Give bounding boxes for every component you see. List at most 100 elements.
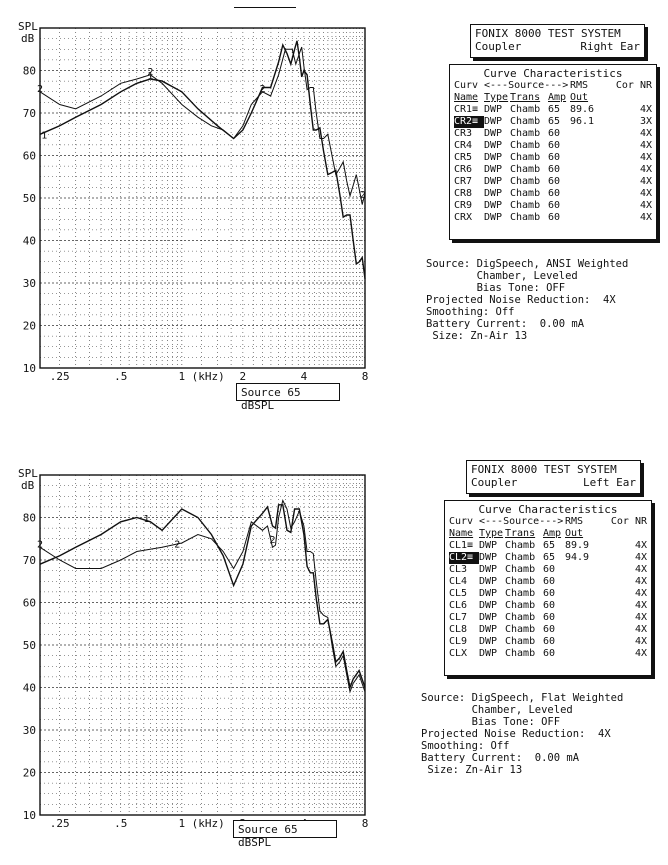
info-line: Chamber, Leveled — [421, 704, 573, 716]
series-label-2: 2 — [360, 190, 366, 201]
table-row: CL2≡ DWP Chamb 65 94.9 4X — [449, 552, 647, 564]
source-label-left: Source 65 dBSPL — [233, 820, 337, 849]
table-cell: 60 — [543, 576, 556, 587]
table-cell: Chamb — [510, 128, 541, 139]
table-cell: 4X — [639, 140, 652, 151]
table-cell — [565, 576, 599, 588]
y-tick-label: 80 — [23, 512, 36, 525]
series-label-2: 2 — [260, 84, 266, 95]
table-cell: 89.6 — [570, 104, 595, 115]
y-tick-label: 50 — [23, 639, 36, 652]
info-line: Battery Current: 0.00 mA — [426, 318, 585, 330]
table-cell: CL1≡ — [449, 540, 474, 551]
table-cell: Chamb — [505, 576, 536, 587]
table-row: CRX DWP Chamb 60 4X — [454, 212, 652, 224]
table-row: CR4 DWP Chamb 60 4X — [454, 140, 652, 152]
table-head-cell: Type — [479, 528, 504, 539]
x-tick-label: .25 — [50, 370, 70, 383]
table-cell: Chamb — [510, 164, 541, 175]
table-row: CL1≡ DWP Chamb 65 89.9 4X — [449, 540, 647, 552]
table-cell: Chamb — [505, 612, 536, 623]
table-cell: DWP — [484, 104, 503, 115]
table-cell: DWP — [479, 612, 498, 623]
plot-frame — [39, 474, 366, 816]
table-row: CL5 DWP Chamb 60 4X — [449, 588, 647, 600]
table-row: CR3 DWP Chamb 60 4X — [454, 128, 652, 140]
table-cell: Chamb — [505, 624, 536, 635]
table-cell: Chamb — [505, 564, 536, 575]
series-line-2 — [39, 46, 366, 205]
x-axis-label: (kHz) — [192, 817, 225, 830]
table-cell: 60 — [548, 164, 561, 175]
table-cell: Chamb — [505, 600, 536, 611]
table-cell: CL2≡ — [449, 552, 479, 564]
table-cell: CL5 — [449, 588, 468, 599]
table-row: CR2≡ DWP Chamb 65 96.1 3X — [454, 116, 652, 128]
series-line-2 — [39, 499, 366, 694]
table-cell: 3X — [639, 116, 652, 127]
table-cell: Chamb — [505, 636, 536, 647]
table-cell: 4X — [639, 212, 652, 223]
y-tick-label: 30 — [23, 277, 36, 290]
series-line-1 — [39, 504, 366, 691]
table-row: CR8 DWP Chamb 60 4X — [454, 188, 652, 200]
table-cell: DWP — [484, 128, 503, 139]
table-title: Curve Characteristics — [478, 503, 618, 516]
y-tick-label: 50 — [23, 192, 36, 205]
table-cell: DWP — [479, 576, 498, 587]
table-cell: DWP — [479, 564, 498, 575]
series-label-1: 1 — [143, 514, 149, 525]
table-head-cell: Trans — [510, 92, 541, 103]
x-tick-label: 1 — [178, 370, 185, 383]
table-head-2: Name Type Trans Amp Out — [449, 528, 647, 540]
table-head-cell: <---Source---> — [484, 80, 569, 91]
header-box-left: FONIX 8000 TEST SYSTEM Coupler Left Ear — [466, 460, 641, 494]
table-cell: 4X — [634, 588, 647, 599]
table-cell: DWP — [479, 588, 498, 599]
table-cell: Chamb — [510, 200, 541, 211]
table-head-cell: Trans — [505, 528, 536, 539]
table-cell — [570, 212, 604, 224]
table-cell — [565, 612, 599, 624]
table-cell — [565, 600, 599, 612]
table-cell: DWP — [484, 164, 503, 175]
info-line: Smoothing: Off — [421, 740, 510, 752]
y-tick-label: 60 — [23, 150, 36, 163]
series-label-1: 1 — [147, 71, 153, 82]
table-cell: DWP — [484, 140, 503, 151]
y-tick-label: 80 — [23, 65, 36, 78]
table-cell — [570, 200, 604, 212]
table-row: CR5 DWP Chamb 60 4X — [454, 152, 652, 164]
table-cell — [565, 636, 599, 648]
table-cell: CL8 — [449, 624, 468, 635]
y-axis-label: SPL — [18, 20, 38, 33]
table-cell: 60 — [543, 612, 556, 623]
table-cell: CR4 — [454, 140, 473, 151]
x-tick-label: 1 — [178, 817, 185, 830]
table-cell: 60 — [548, 200, 561, 211]
header-right: Right Ear — [580, 40, 640, 53]
grid — [39, 27, 366, 369]
series-line-1 — [39, 40, 366, 279]
series-label-2: 2 — [147, 67, 153, 78]
table-cell: Chamb — [510, 188, 541, 199]
table-cell — [570, 152, 604, 164]
y-tick-label: 10 — [23, 809, 36, 822]
table-cell: Chamb — [510, 104, 541, 115]
info-line: Bias Tone: OFF — [421, 716, 561, 728]
table-cell: CR2≡ — [454, 116, 484, 128]
curve-table-left: Curve Characteristics Curv <---Source---> R… — [444, 500, 652, 676]
table-row: CLX DWP Chamb 60 4X — [449, 648, 647, 660]
table-cell: 4X — [639, 176, 652, 187]
table-head-cell: Curv — [454, 80, 479, 91]
table-row: CL8 DWP Chamb 60 4X — [449, 624, 647, 636]
table-cell: Chamb — [510, 212, 541, 223]
table-cell: 60 — [543, 636, 556, 647]
table-cell: DWP — [479, 600, 498, 611]
table-cell: Chamb — [505, 588, 536, 599]
table-cell: CL4 — [449, 576, 468, 587]
table-head-cell: RMS — [570, 80, 589, 91]
table-cell — [570, 176, 604, 188]
table-cell: DWP — [479, 624, 498, 635]
table-cell: Chamb — [510, 152, 541, 163]
